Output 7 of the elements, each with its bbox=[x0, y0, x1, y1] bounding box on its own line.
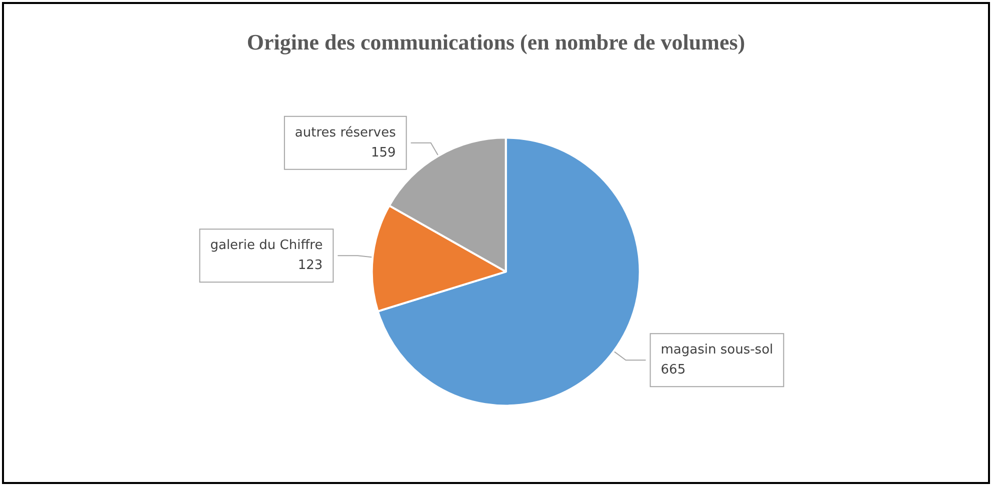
data-label: 123 bbox=[298, 258, 323, 274]
slice-label: galerie du Chiffre bbox=[210, 238, 323, 254]
data-label: 665 bbox=[660, 362, 686, 378]
chart-title: Origine des communications (en nombre de volumes) bbox=[246, 30, 746, 54]
slice-label: autres réserves bbox=[294, 125, 396, 140]
slice-label: magasin sous-sol bbox=[660, 342, 774, 358]
data-label: 159 bbox=[371, 145, 396, 160]
